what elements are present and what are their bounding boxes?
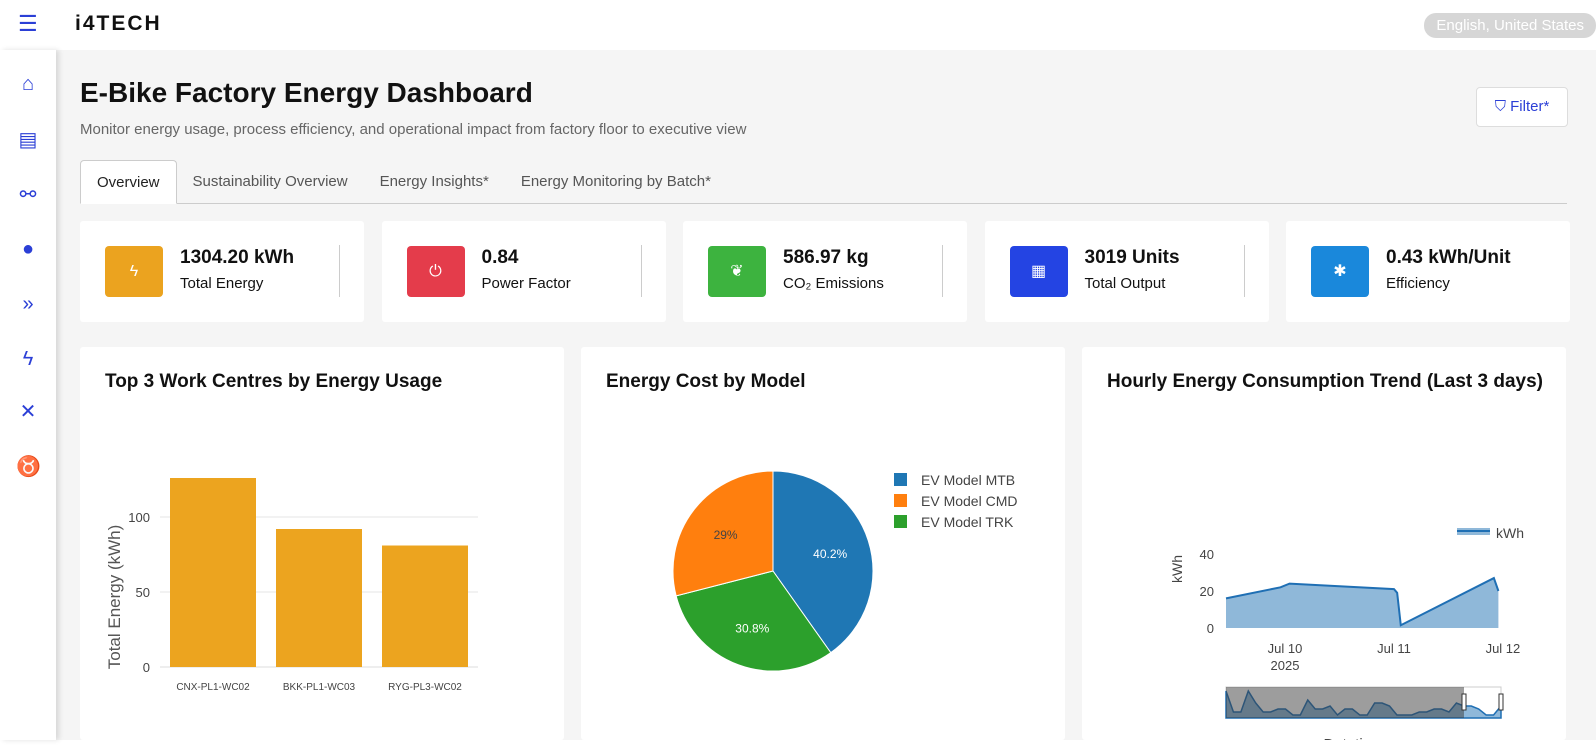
legend-label[interactable]: EV Model MTB: [921, 472, 1015, 488]
kpi-label: Total Energy: [180, 275, 264, 292]
bolt-icon[interactable]: ϟ: [22, 348, 34, 370]
gear-icon: ✱: [1311, 246, 1369, 297]
hamburger-menu-icon[interactable]: ☰: [18, 11, 38, 36]
kpi-label: Efficiency: [1386, 275, 1450, 292]
x-tick-label: CNX-PL1-WC02: [176, 682, 250, 693]
home-icon[interactable]: ⌂: [21, 73, 35, 95]
page-title: E-Bike Factory Energy Dashboard: [80, 77, 533, 108]
pie-slice[interactable]: [675, 570, 832, 672]
x-tick-label: RYG-PL3-WC02: [388, 682, 462, 693]
kpi-value: 1304.20 kWh: [180, 247, 295, 268]
bar[interactable]: [276, 529, 362, 667]
kpi-card: ϟ 1304.20 kWh Total Energy: [80, 221, 364, 322]
divider: [339, 245, 340, 297]
kpi-value: 3019 Units: [1084, 247, 1180, 268]
y-tick-label: 20: [1200, 584, 1214, 599]
tab-bar: Overview Sustainability Overview Energy …: [80, 160, 1567, 204]
globe-icon[interactable]: ●: [21, 238, 35, 260]
language-selector[interactable]: English, United States: [1424, 13, 1596, 38]
range-handle-right[interactable]: [1498, 693, 1504, 711]
kpi-label: Power Factor: [481, 275, 571, 292]
filter-button[interactable]: ⛉ Filter*: [1476, 87, 1568, 127]
slice-label: 29%: [714, 528, 738, 542]
piggy-bank-icon[interactable]: ♉: [16, 456, 41, 478]
chart-title: Energy Cost by Model: [606, 371, 806, 392]
x-tick-label: BKK-PL1-WC03: [283, 682, 356, 693]
x-tick-label: Jul 12: [1486, 641, 1521, 656]
legend-swatch: [894, 494, 907, 507]
bar-chart: 0 50 100 Total Energy (kWh) CNX-PL1-WC02 BKK-…: [105, 478, 478, 693]
chart-title: Hourly Energy Consumption Trend (Last 3 …: [1107, 371, 1544, 392]
cubes-icon: ▦: [1009, 246, 1068, 297]
divider: [942, 245, 943, 297]
y-axis-title: kWh: [1169, 555, 1185, 583]
area-fill: [1226, 578, 1499, 628]
pie-slice[interactable]: [672, 470, 774, 597]
chevrons-right-icon[interactable]: »: [22, 293, 34, 315]
y-axis-title: Total Energy (kWh): [105, 525, 124, 670]
line-chart-card: Hourly Energy Consumption Trend (Last 3 …: [1082, 347, 1566, 745]
bar[interactable]: [382, 545, 468, 668]
tools-icon[interactable]: ✕: [19, 401, 37, 423]
legend-label[interactable]: EV Model CMD: [921, 493, 1017, 509]
divider: [1243, 245, 1245, 297]
legend-swatch: [894, 515, 907, 528]
filter-icon: ⛉: [1494, 98, 1511, 115]
slice-label: 30.8%: [735, 621, 769, 635]
kpi-card: ▦ 3019 Units Total Output: [984, 221, 1269, 322]
handshake-icon[interactable]: ⚯: [19, 184, 37, 206]
chart-title: Top 3 Work Centres by Energy Usage: [105, 371, 443, 392]
sidebar: ⌂ ▤ ⚯ ● » ϟ ✕ ♉: [0, 50, 56, 740]
main-content: E-Bike Factory Energy Dashboard Monitor …: [56, 50, 1596, 745]
y-tick-label: 0: [1207, 621, 1214, 636]
filter-label: Filter*: [1510, 98, 1550, 115]
range-slider-mask: [1226, 687, 1464, 718]
kpi-label: CO₂ Emissions: [783, 275, 884, 292]
y-tick-label: 50: [136, 585, 150, 600]
legend-label[interactable]: EV Model TRK: [921, 514, 1014, 530]
y-tick-label: 100: [128, 510, 150, 525]
page-subtitle: Monitor energy usage, process efficiency…: [80, 121, 747, 138]
bar[interactable]: [170, 478, 256, 667]
kpi-label: Total Output: [1084, 275, 1166, 292]
top-bar: ☰ i4TECH English, United States: [0, 0, 1596, 50]
logo: i4TECH: [75, 12, 162, 35]
tab-overview[interactable]: Overview: [80, 160, 177, 204]
legend-swatch: [894, 473, 907, 486]
kpi-card: ❦ 586.97 kg CO₂ Emissions: [683, 221, 967, 322]
tab-sustainability-overview[interactable]: Sustainability Overview: [192, 173, 348, 190]
x-axis-title: Datetime: [1323, 736, 1383, 740]
range-handle-left[interactable]: [1461, 693, 1467, 711]
pie-slice[interactable]: [772, 470, 874, 654]
y-tick-label: 40: [1200, 547, 1214, 562]
leaf-icon: ❦: [708, 246, 766, 297]
pie-chart: 40.2% 30.8% 29% EV Model MTB EV Model CMD EV …: [672, 470, 1017, 672]
pie-chart-card: Energy Cost by Model 40.2% 30.8% 29% EV Mod…: [581, 347, 1065, 740]
slice-label: 40.2%: [813, 547, 847, 561]
bolt-icon: ϟ: [105, 246, 163, 297]
tab-energy-insights[interactable]: Energy Insights*: [379, 173, 489, 190]
server-icon[interactable]: ▤: [18, 129, 38, 151]
x-tick-year: 2025: [1271, 658, 1300, 673]
x-tick-label: Jul 11: [1377, 641, 1411, 656]
tab-energy-monitoring-by-batch[interactable]: Energy Monitoring by Batch*: [520, 173, 711, 190]
y-tick-label: 0: [143, 660, 150, 675]
kpi-card: ✱ 0.43 kWh/Unit Efficiency: [1286, 221, 1570, 322]
bar-chart-card: Top 3 Work Centres by Energy Usage 0 50 10…: [80, 347, 564, 740]
kpi-value: 0.84: [481, 247, 519, 268]
kpi-card: ⏻ 0.84 Power Factor: [381, 221, 666, 322]
kpi-value: 586.97 kg: [783, 247, 869, 268]
x-tick-label: Jul 10: [1268, 641, 1303, 656]
power-icon: ⏻: [406, 246, 465, 297]
series-line[interactable]: [1225, 576, 1500, 627]
kpi-value: 0.43 kWh/Unit: [1386, 247, 1511, 268]
divider: [640, 245, 642, 297]
area-chart: 0 20 40 kWh Jul 10 2025 Jul 11 Jul 12 kWh Datetim…: [1169, 525, 1524, 745]
legend-label[interactable]: kWh: [1496, 525, 1524, 541]
